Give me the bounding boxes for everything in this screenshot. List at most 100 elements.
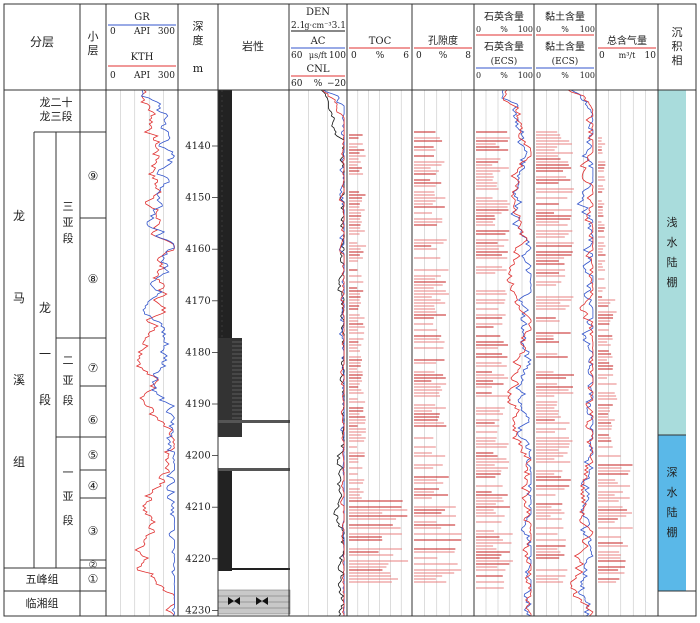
formation-sub2: 二亚段 xyxy=(63,354,74,407)
depth-label: 4210 xyxy=(185,502,210,513)
facies-deep-band xyxy=(658,435,686,591)
svg-text:6: 6 xyxy=(403,51,409,61)
header-depth: 深度 xyxy=(193,20,204,47)
layer-6: ⑥ xyxy=(88,413,99,427)
formation-linxiang: 临湘组 xyxy=(26,596,59,610)
svg-text:300: 300 xyxy=(158,71,175,81)
svg-text:%: % xyxy=(376,51,385,61)
svg-text:10: 10 xyxy=(645,51,657,61)
header-den-ac-cnl: DEN 2.1 g·cm⁻³ 3.1 AC 60 μs/ft 100 CNL 6… xyxy=(291,7,346,89)
svg-text:API: API xyxy=(133,27,151,37)
lithology-track xyxy=(217,90,291,615)
svg-text:300: 300 xyxy=(158,27,175,37)
svg-text:60: 60 xyxy=(291,79,303,89)
svg-text:8: 8 xyxy=(465,51,471,61)
svg-text:(ECS): (ECS) xyxy=(552,56,579,67)
layer-4: ④ xyxy=(88,479,99,493)
svg-text:(ECS): (ECS) xyxy=(491,56,518,67)
svg-text:%: % xyxy=(561,71,569,80)
svg-text:0: 0 xyxy=(110,27,116,37)
svg-text:μs/ft: μs/ft xyxy=(309,51,328,60)
svg-text:100: 100 xyxy=(518,25,533,34)
header-clay: 黏土含量 0 % 100 黏土含量 (ECS) 0 % 100 xyxy=(536,10,595,80)
facies-deep-label: 深水陆棚 xyxy=(667,466,678,539)
svg-text:−20: −20 xyxy=(327,79,346,89)
table-frame xyxy=(3,3,697,617)
layer-1: ① xyxy=(88,572,99,586)
layer-numbers: ⑨ ⑧ ⑦ ⑥ ⑤ ④ ③ ② ① xyxy=(88,169,99,586)
depth-label: 4160 xyxy=(185,244,210,255)
svg-text:%: % xyxy=(314,79,323,89)
svg-text:%: % xyxy=(439,51,448,61)
header-gas: 总含气量 0 m³/t 10 xyxy=(598,34,656,61)
header-xiaoceng: 小层 xyxy=(88,30,99,57)
svg-text:m³/t: m³/t xyxy=(619,51,636,60)
facies-shallow-label: 浅水陆棚 xyxy=(667,216,678,289)
svg-text:黏土含量: 黏土含量 xyxy=(545,10,585,23)
svg-text:%: % xyxy=(500,71,508,80)
depth-scale: 4140 4150 4160 4170 4180 4190 4200 4210 4220 4230 xyxy=(185,141,218,616)
layer-8: ⑧ xyxy=(88,272,99,286)
formation-longmaxi: 龙马溪组 xyxy=(13,209,25,469)
svg-text:100: 100 xyxy=(580,25,595,34)
header-fenceng: 分层 xyxy=(30,35,54,49)
track-grids xyxy=(120,90,646,616)
formation-sub1: 一亚段 xyxy=(63,466,74,527)
svg-text:60: 60 xyxy=(291,51,303,61)
header-quartz: 石英含量 0 % 100 石英含量 (ECS) 0 % 100 xyxy=(476,10,533,80)
svg-text:100: 100 xyxy=(329,51,346,61)
svg-text:黏土含量: 黏土含量 xyxy=(545,40,585,53)
svg-text:100: 100 xyxy=(518,71,533,80)
header-depth-unit: m xyxy=(193,62,204,75)
layer-2: ② xyxy=(89,560,98,571)
layer-5: ⑤ xyxy=(88,448,99,462)
header-porosity: 孔隙度 0 % 8 xyxy=(414,34,472,61)
svg-text:GR: GR xyxy=(134,12,150,23)
svg-text:100: 100 xyxy=(580,71,595,80)
svg-text:石英含量: 石英含量 xyxy=(484,40,524,53)
header-gr: GR 0 API 300 KTH 0 API 300 xyxy=(108,12,176,81)
svg-text:3.1: 3.1 xyxy=(332,21,346,31)
depth-label: 4200 xyxy=(185,451,210,462)
depth-label: 4150 xyxy=(185,193,210,204)
svg-text:KTH: KTH xyxy=(131,52,154,63)
svg-text:%: % xyxy=(500,25,508,34)
formation-long23: 龙二十龙三段 xyxy=(40,95,73,123)
formation-long1: 龙一段 xyxy=(39,301,51,407)
svg-text:0: 0 xyxy=(476,71,481,80)
svg-text:AC: AC xyxy=(310,36,326,47)
svg-text:CNL: CNL xyxy=(306,64,329,75)
svg-text:DEN: DEN xyxy=(306,7,330,18)
svg-text:TOC: TOC xyxy=(369,36,392,47)
facies-shallow-band xyxy=(658,90,686,435)
svg-text:0: 0 xyxy=(536,25,541,34)
svg-text:石英含量: 石英含量 xyxy=(484,10,524,23)
layer-3: ③ xyxy=(88,524,99,538)
svg-text:API: API xyxy=(133,71,151,81)
svg-text:0: 0 xyxy=(599,51,605,61)
svg-text:0: 0 xyxy=(416,51,422,61)
svg-text:0: 0 xyxy=(536,71,541,80)
formation-wufeng: 五峰组 xyxy=(26,572,59,586)
svg-text:0: 0 xyxy=(351,51,357,61)
depth-label: 4190 xyxy=(185,399,210,410)
layer-9: ⑨ xyxy=(88,169,99,183)
svg-text:2.1: 2.1 xyxy=(291,21,305,31)
depth-label: 4170 xyxy=(185,296,210,307)
header-facies: 沉积相 xyxy=(672,26,683,67)
depth-label: 4230 xyxy=(185,605,210,616)
svg-text:0: 0 xyxy=(110,71,116,81)
svg-text:0: 0 xyxy=(476,25,481,34)
svg-text:孔隙度: 孔隙度 xyxy=(428,34,458,47)
layer-7: ⑦ xyxy=(88,361,99,375)
depth-label: 4140 xyxy=(185,141,210,152)
svg-text:%: % xyxy=(561,25,569,34)
svg-text:总含气量: 总含气量 xyxy=(607,34,647,47)
header-toc: TOC 0 % 6 xyxy=(349,36,410,61)
svg-text:g·cm⁻³: g·cm⁻³ xyxy=(304,21,331,30)
header-lithology: 岩性 xyxy=(242,39,264,53)
formation-sub3: 三亚段 xyxy=(63,200,74,245)
depth-label: 4180 xyxy=(185,347,210,358)
depth-label: 4220 xyxy=(185,554,210,565)
